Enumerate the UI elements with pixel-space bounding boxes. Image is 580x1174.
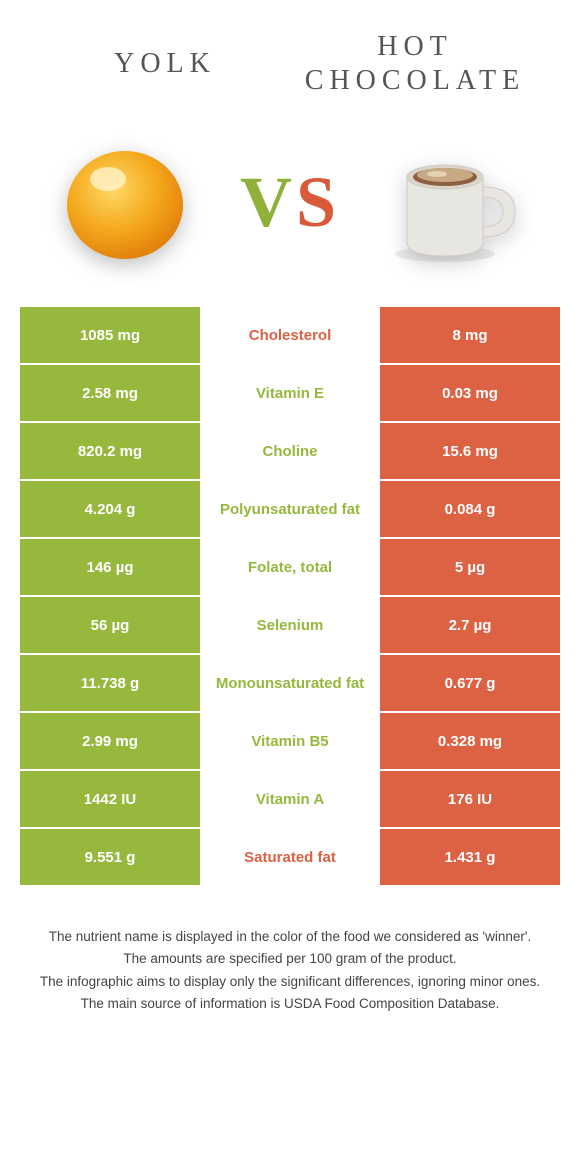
left-value: 820.2 mg: [20, 423, 200, 479]
right-value: 15.6 mg: [380, 423, 560, 479]
left-value: 4.204 g: [20, 481, 200, 537]
left-value: 146 µg: [20, 539, 200, 595]
nutrient-label: Vitamin B5: [202, 713, 378, 769]
hot-chocolate-image: [380, 127, 530, 277]
footnote-line: The amounts are specified per 100 gram o…: [30, 949, 550, 969]
table-row: 146 µgFolate, total5 µg: [20, 539, 560, 595]
table-row: 4.204 gPolyunsaturated fat0.084 g: [20, 481, 560, 537]
nutrient-table: 1085 mgCholesterol8 mg2.58 mgVitamin E0.…: [0, 307, 580, 885]
nutrient-label: Polyunsaturated fat: [202, 481, 378, 537]
images-row: VS: [0, 107, 580, 307]
header: Yolk Hot chocolate: [0, 0, 580, 107]
left-value: 11.738 g: [20, 655, 200, 711]
right-value: 176 IU: [380, 771, 560, 827]
right-value: 8 mg: [380, 307, 560, 363]
right-value: 0.328 mg: [380, 713, 560, 769]
left-value: 1442 IU: [20, 771, 200, 827]
vs-s: S: [296, 162, 340, 242]
vs-v: V: [240, 162, 296, 242]
footnote-line: The infographic aims to display only the…: [30, 972, 550, 992]
table-row: 2.99 mgVitamin B50.328 mg: [20, 713, 560, 769]
nutrient-label: Cholesterol: [202, 307, 378, 363]
left-value: 2.58 mg: [20, 365, 200, 421]
nutrient-label: Choline: [202, 423, 378, 479]
right-value: 0.084 g: [380, 481, 560, 537]
table-row: 820.2 mgCholine15.6 mg: [20, 423, 560, 479]
nutrient-label: Selenium: [202, 597, 378, 653]
footnote-line: The nutrient name is displayed in the co…: [30, 927, 550, 947]
nutrient-label: Saturated fat: [202, 829, 378, 885]
right-value: 2.7 µg: [380, 597, 560, 653]
left-value: 56 µg: [20, 597, 200, 653]
right-value: 5 µg: [380, 539, 560, 595]
footnote-line: The main source of information is USDA F…: [30, 994, 550, 1014]
left-value: 1085 mg: [20, 307, 200, 363]
right-value: 1.431 g: [380, 829, 560, 885]
right-value: 0.03 mg: [380, 365, 560, 421]
table-row: 1085 mgCholesterol8 mg: [20, 307, 560, 363]
footnotes: The nutrient name is displayed in the co…: [0, 887, 580, 1014]
nutrient-label: Folate, total: [202, 539, 378, 595]
nutrient-label: Monounsaturated fat: [202, 655, 378, 711]
title-right: Hot chocolate: [290, 30, 540, 97]
yolk-image: [50, 127, 200, 277]
vs-label: VS: [240, 161, 340, 244]
left-value: 9.551 g: [20, 829, 200, 885]
table-row: 9.551 gSaturated fat1.431 g: [20, 829, 560, 885]
table-row: 1442 IUVitamin A176 IU: [20, 771, 560, 827]
left-value: 2.99 mg: [20, 713, 200, 769]
title-left: Yolk: [40, 48, 290, 80]
nutrient-label: Vitamin A: [202, 771, 378, 827]
nutrient-label: Vitamin E: [202, 365, 378, 421]
table-row: 56 µgSelenium2.7 µg: [20, 597, 560, 653]
right-value: 0.677 g: [380, 655, 560, 711]
table-row: 2.58 mgVitamin E0.03 mg: [20, 365, 560, 421]
table-row: 11.738 gMonounsaturated fat0.677 g: [20, 655, 560, 711]
